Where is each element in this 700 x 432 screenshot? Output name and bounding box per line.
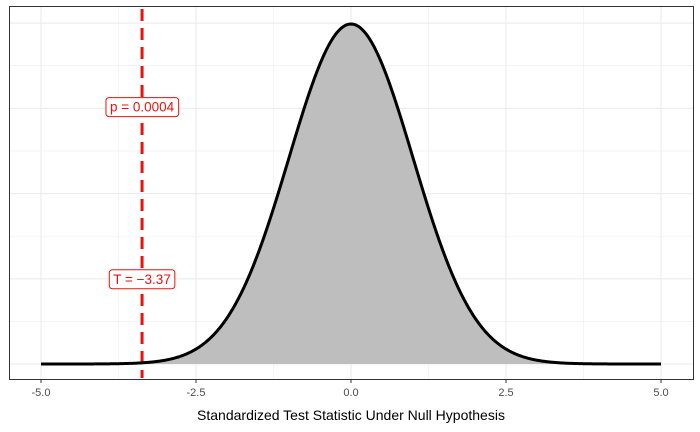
x-tick-label: -2.5 [187,387,206,399]
annotation-box [105,97,180,118]
density-area [41,24,661,364]
x-axis-title: Standardized Test Statistic Under Null H… [197,407,505,423]
annotation-label: T = −3.37 [108,269,176,290]
x-tick-label: -5.0 [32,387,51,399]
density-curve [41,22,661,366]
annotation-text: p = 0.0004 [110,100,175,115]
annotation-text: T = −3.37 [113,272,171,287]
annotations: p = 0.0004 T = −3.37 [105,97,180,290]
x-tick-label: 0.0 [343,387,358,399]
x-tick-label: 5.0 [653,387,668,399]
annotation-label: p = 0.0004 [105,97,180,118]
x-axis-ticks: -5.0 -2.5 0.0 2.5 5.0 [32,379,669,399]
x-tick-label: 2.5 [498,387,513,399]
annotation-box [108,269,176,290]
